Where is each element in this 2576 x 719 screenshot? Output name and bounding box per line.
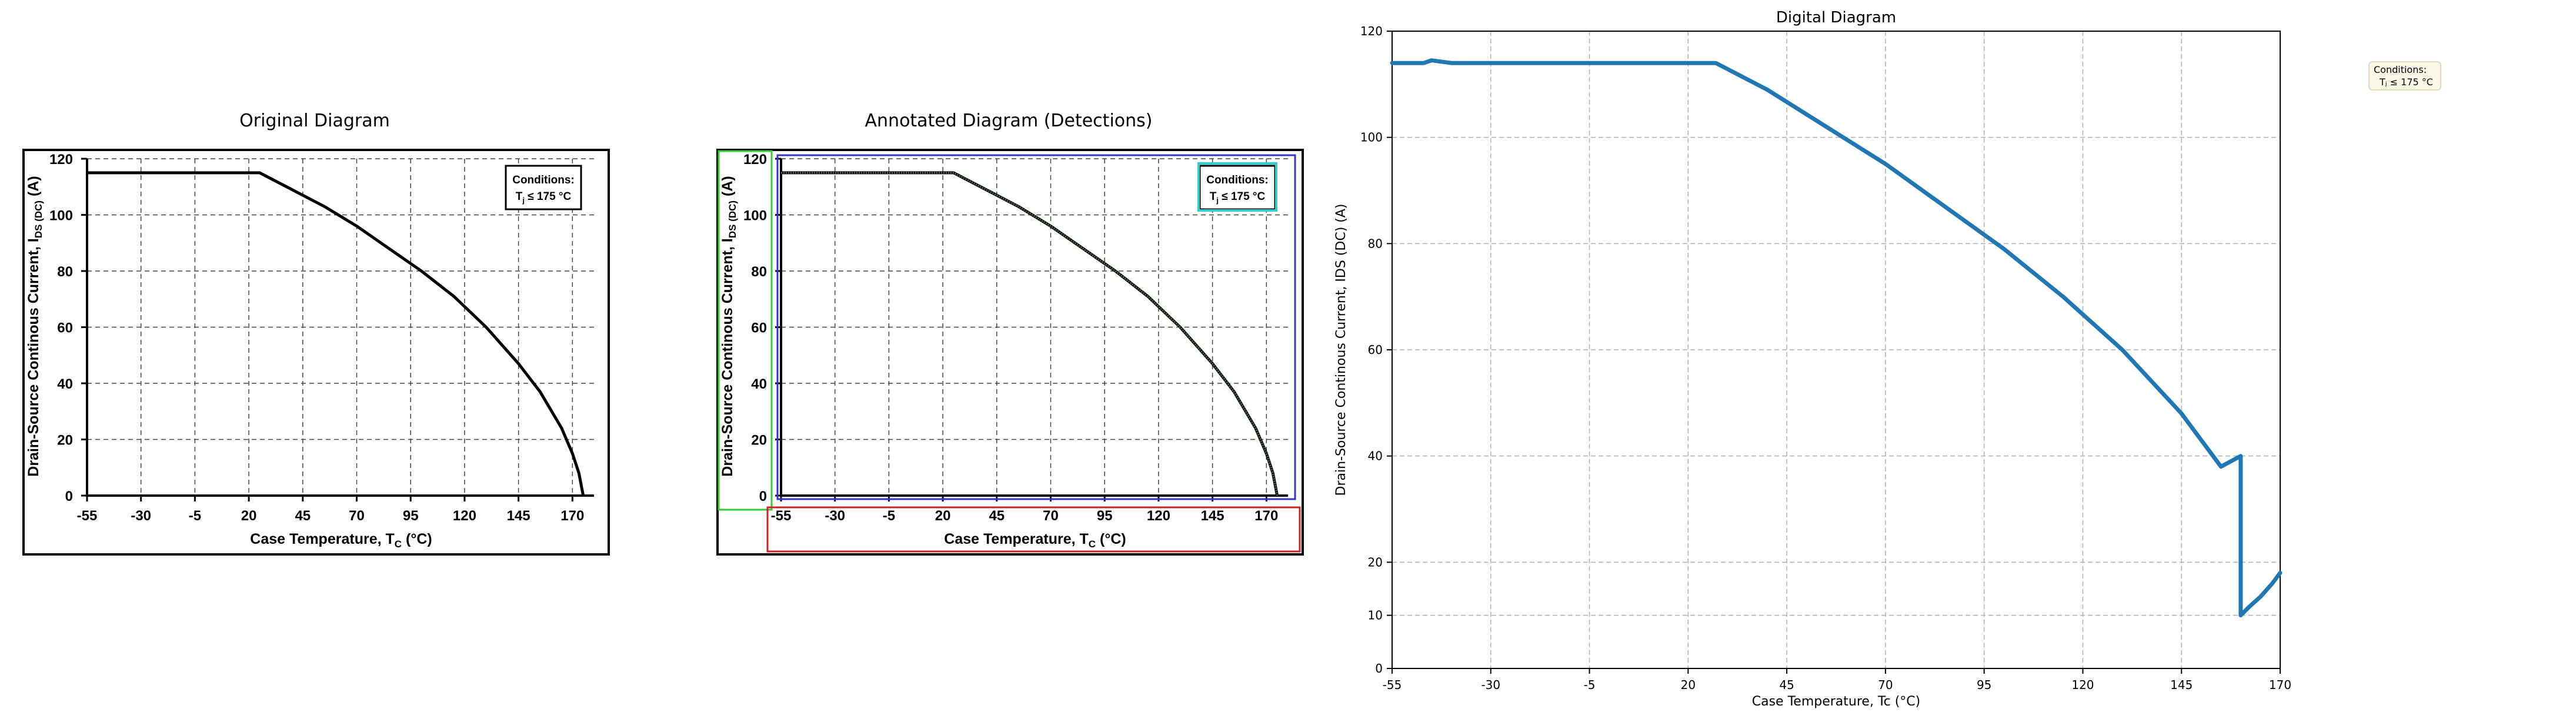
y-tick-label: 0	[1375, 661, 1383, 675]
conditions-title: Conditions:	[1206, 174, 1269, 186]
conditions-text: Tj ≤ 175 °C	[1210, 190, 1266, 205]
x-tick-label: -55	[1383, 678, 1402, 692]
y-tick-label: 20	[751, 433, 767, 449]
detection-box-y-axis	[718, 150, 773, 511]
y-tick-label: 60	[57, 320, 73, 336]
y-tick-label: 80	[1368, 236, 1383, 250]
x-tick-label: 95	[1977, 678, 1991, 692]
x-tick-label: 95	[1097, 508, 1113, 524]
digital-diagram-panel: Digital Diagram -55 -30 -5 20 45 70 95 120 145 170…	[1317, 0, 2576, 719]
figure-frame	[716, 149, 1304, 556]
x-tick-label: 70	[349, 508, 365, 524]
x-tick-label: -5	[189, 508, 201, 524]
conditions-text: Tj ≤ 175 °C	[516, 190, 572, 205]
x-tick-label: 70	[1878, 678, 1893, 692]
y-axis-label: Drain-Source Continous Current, IDS (DC)…	[25, 176, 44, 476]
conditions-title: Conditions:	[2374, 64, 2427, 75]
y-tick-label: 40	[57, 376, 73, 392]
x-tick-label: 120	[1147, 508, 1170, 524]
y-tick-label: 0	[65, 489, 73, 504]
x-axis-label: Case Temperature, TC (°C)	[944, 531, 1126, 550]
annotated-diagram-panel: Annotated Diagram (Detections) -55 -30 -5 20…	[694, 0, 1335, 719]
x-tick-label: -30	[825, 508, 845, 524]
conditions-box	[1199, 165, 1276, 210]
y-tick-label: 10	[1368, 608, 1383, 623]
x-tick-label: -5	[883, 508, 895, 524]
x-tick-label: 120	[453, 508, 476, 524]
x-tick-label: 145	[1201, 508, 1224, 524]
detected-curve-overlay	[781, 172, 1279, 496]
original-diagram-panel: Original Diagram -55 -30 -5 20 45 70 95 120 145 17…	[0, 0, 641, 719]
y-tick-label: 80	[57, 264, 73, 280]
x-tick-label: -55	[77, 508, 98, 524]
x-tick-label: 95	[403, 508, 419, 524]
annotated-chart: Annotated Diagram (Detections) -55 -30 -5 20…	[716, 111, 1304, 556]
x-tick-label: 145	[507, 508, 530, 524]
x-axis-label: Case Temperature, TC (°C)	[250, 531, 432, 550]
x-tick-label: -30	[1481, 678, 1500, 692]
chart-title: Annotated Diagram (Detections)	[865, 111, 1153, 131]
chart-title: Digital Diagram	[1776, 9, 1896, 26]
y-tick-label: 80	[751, 264, 767, 280]
y-tick-label: 0	[759, 489, 767, 504]
detection-box-plot-area	[776, 154, 1296, 500]
y-axis-label: Drain-Source Continous Current, IDS (DC)…	[1334, 204, 1349, 496]
y-tick-label: 100	[49, 208, 73, 224]
x-tick-label: 45	[295, 508, 311, 524]
x-tick-label: 45	[1779, 678, 1794, 692]
y-tick-label: 40	[751, 376, 767, 392]
digital-chart: Digital Diagram -55 -30 -5 20 45 70 95 120 145 170…	[1334, 9, 2441, 709]
x-axis-label: Case Temperature, Tc (°C)	[1752, 694, 1921, 709]
x-tick-label: 20	[935, 508, 951, 524]
y-tick-label: 20	[1368, 555, 1383, 569]
detection-box-conditions	[1197, 162, 1277, 212]
x-tick-label: 170	[2269, 678, 2291, 692]
chart-title: Original Diagram	[239, 111, 390, 131]
y-tick-label: 120	[1360, 24, 1383, 38]
conditions-box	[505, 165, 582, 210]
conditions-text: Tⱼ ≤ 175 °C	[2379, 76, 2433, 88]
y-tick-label: 60	[1368, 343, 1383, 357]
y-tick-label: 20	[57, 433, 73, 449]
x-tick-label: 70	[1043, 508, 1059, 524]
x-tick-label: 45	[989, 508, 1005, 524]
conditions-box	[2368, 61, 2441, 91]
x-tick-label: -30	[131, 508, 151, 524]
conditions-title: Conditions:	[512, 174, 575, 186]
x-tick-label: 20	[1681, 678, 1696, 692]
y-tick-label: 120	[49, 152, 73, 168]
series-line	[781, 171, 1279, 496]
x-tick-label: 20	[241, 508, 257, 524]
x-tick-label: 170	[1254, 508, 1278, 524]
figure-frame	[22, 149, 610, 556]
y-tick-label: 120	[743, 152, 767, 168]
original-chart: Original Diagram -55 -30 -5 20 45 70 95 120 145 17…	[22, 111, 610, 556]
y-tick-label: 40	[1368, 449, 1383, 463]
y-tick-label: 60	[751, 320, 767, 336]
x-tick-label: -55	[771, 508, 792, 524]
series-line	[1390, 58, 2283, 618]
detection-box-x-axis	[766, 506, 1301, 553]
y-tick-label: 100	[1360, 131, 1383, 145]
x-tick-label: -5	[1584, 678, 1596, 692]
series-line	[87, 171, 585, 496]
y-tick-label: 100	[743, 208, 767, 224]
y-axis-label: Drain-Source Continous Current, IDS (DC)…	[719, 176, 738, 476]
x-tick-label: 120	[2071, 678, 2094, 692]
x-tick-label: 170	[560, 508, 584, 524]
x-tick-label: 145	[2170, 678, 2193, 692]
